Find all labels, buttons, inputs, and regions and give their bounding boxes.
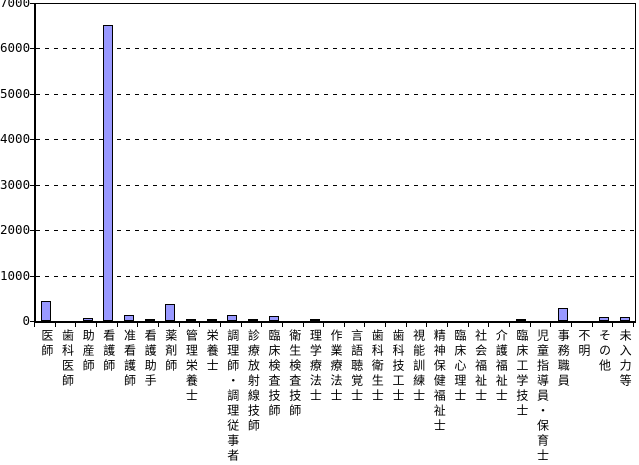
x-tick-mark-26 <box>571 323 572 327</box>
x-tick-label-臨床工学技士: 臨床工学技士 <box>514 329 529 419</box>
x-tick-mark-16 <box>364 323 365 327</box>
x-tick-label-社会福祉士: 社会福祉士 <box>473 329 488 404</box>
bar-調理師・調理従事者 <box>227 315 238 321</box>
x-tick-label-調理師・調理従事者: 調理師・調理従事者 <box>225 329 240 464</box>
bar-臨床検査技師 <box>268 316 279 321</box>
gridline-6000 <box>36 48 635 49</box>
bar-薬剤師 <box>165 304 176 321</box>
x-tick-label-その他: その他 <box>597 329 612 374</box>
x-tick-label-栄養士: 栄養士 <box>205 329 220 374</box>
bar-看護助手 <box>144 319 155 321</box>
x-tick-label-医師: 医師 <box>39 329 54 359</box>
x-tick-label-精神保健福祉士: 精神保健福祉士 <box>432 329 447 434</box>
y-tick-mark-2000 <box>30 230 34 231</box>
y-tick-label-0: 0 <box>22 313 30 328</box>
x-tick-mark-25 <box>550 323 551 327</box>
x-tick-mark-2 <box>75 323 76 327</box>
bar-医師 <box>41 301 52 321</box>
x-tick-label-管理栄養士: 管理栄養士 <box>184 329 199 404</box>
x-tick-mark-19 <box>426 323 427 327</box>
bar-看護師 <box>103 25 114 321</box>
x-tick-label-准看護師: 准看護師 <box>122 329 137 389</box>
y-tick-label-6000: 6000 <box>0 40 31 55</box>
x-tick-label-事務職員: 事務職員 <box>556 329 571 389</box>
y-tick-label-7000: 7000 <box>0 0 31 10</box>
x-tick-label-衛生検査技師: 衛生検査技師 <box>287 329 302 419</box>
x-tick-mark-20 <box>447 323 448 327</box>
x-tick-mark-29 <box>633 323 634 327</box>
x-tick-label-児童指導員・保育士: 児童指導員・保育士 <box>535 329 550 464</box>
x-tick-label-看護師: 看護師 <box>101 329 116 374</box>
gridline-2000 <box>36 230 635 231</box>
x-tick-mark-8 <box>199 323 200 327</box>
x-tick-mark-28 <box>612 323 613 327</box>
x-tick-mark-11 <box>261 323 262 327</box>
x-tick-label-介護福祉士: 介護福祉士 <box>494 329 509 404</box>
x-tick-label-歯科技工士: 歯科技工士 <box>390 329 405 404</box>
x-tick-label-看護助手: 看護助手 <box>143 329 158 389</box>
bar-臨床工学技士 <box>516 319 527 321</box>
x-tick-mark-0 <box>34 323 35 327</box>
bar-その他 <box>599 317 610 321</box>
x-tick-mark-1 <box>55 323 56 327</box>
x-tick-label-作業療法士: 作業療法士 <box>329 329 343 404</box>
x-tick-label-未入力等: 未入力等 <box>618 329 633 389</box>
x-tick-mark-22 <box>488 323 489 327</box>
bar-管理栄養士 <box>185 319 196 321</box>
y-tick-mark-4000 <box>30 139 34 140</box>
x-tick-mark-12 <box>282 323 283 327</box>
x-tick-mark-5 <box>137 323 138 327</box>
x-tick-label-診療放射線技師: 診療放射線技師 <box>246 329 261 434</box>
x-tick-mark-18 <box>406 323 407 327</box>
x-tick-mark-10 <box>241 323 242 327</box>
y-tick-mark-5000 <box>30 94 34 95</box>
x-tick-mark-15 <box>344 323 345 327</box>
y-tick-label-4000: 4000 <box>0 131 31 146</box>
y-tick-label-5000: 5000 <box>0 86 31 101</box>
x-tick-label-臨床検査技師: 臨床検査技師 <box>267 329 282 419</box>
x-tick-mark-3 <box>96 323 97 327</box>
gridline-5000 <box>36 94 635 95</box>
bar-未入力等 <box>619 317 630 321</box>
x-tick-label-歯科医師: 歯科医師 <box>60 329 75 389</box>
y-tick-mark-3000 <box>30 185 34 186</box>
x-tick-label-歯科衛生士: 歯科衛生士 <box>370 329 385 404</box>
x-tick-mark-27 <box>592 323 593 327</box>
y-tick-label-2000: 2000 <box>0 222 31 237</box>
x-tick-label-薬剤師: 薬剤師 <box>163 329 178 374</box>
y-tick-mark-6000 <box>30 48 34 49</box>
x-tick-label-視能訓練士: 視能訓練士 <box>411 329 426 404</box>
plot-area <box>34 3 636 323</box>
x-tick-mark-24 <box>530 323 531 327</box>
x-tick-mark-4 <box>117 323 118 327</box>
x-tick-mark-9 <box>220 323 221 327</box>
gridline-1000 <box>36 276 635 277</box>
y-tick-label-3000: 3000 <box>0 177 31 192</box>
gridline-3000 <box>36 185 635 186</box>
bar-診療放射線技師 <box>247 319 258 321</box>
x-tick-label-臨床心理士: 臨床心理士 <box>452 329 467 404</box>
x-tick-label-言語聴覚士: 言語聴覚士 <box>349 329 364 404</box>
bar-理学療法士 <box>309 319 320 321</box>
x-tick-mark-13 <box>303 323 304 327</box>
x-tick-mark-21 <box>468 323 469 327</box>
y-tick-mark-0 <box>30 321 34 322</box>
bar-准看護師 <box>123 315 134 321</box>
x-tick-label-理学療法士: 理学療法士 <box>308 329 323 404</box>
y-tick-mark-1000 <box>30 276 34 277</box>
x-tick-mark-23 <box>509 323 510 327</box>
y-tick-mark-7000 <box>30 3 34 4</box>
x-tick-mark-14 <box>323 323 324 327</box>
y-tick-label-1000: 1000 <box>0 268 31 283</box>
bar-栄養士 <box>206 319 217 321</box>
x-tick-label-不明: 不明 <box>576 329 591 359</box>
x-tick-mark-6 <box>158 323 159 327</box>
gridline-4000 <box>36 139 635 140</box>
x-tick-mark-7 <box>179 323 180 327</box>
bar-助産師 <box>82 318 93 321</box>
x-tick-label-助産師: 助産師 <box>81 329 96 374</box>
x-tick-mark-17 <box>385 323 386 327</box>
bar-事務職員 <box>557 308 568 321</box>
